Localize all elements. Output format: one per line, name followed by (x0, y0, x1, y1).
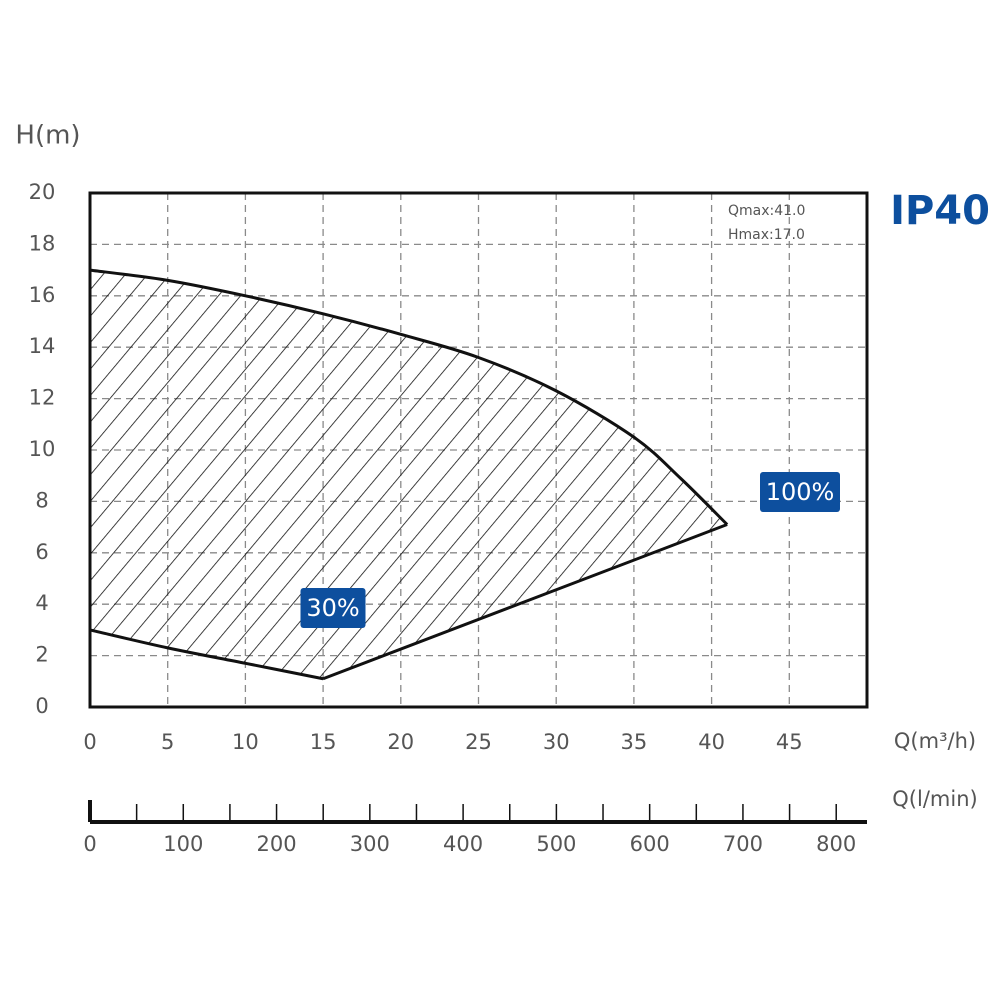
annotation: Qmax:41.0 (728, 203, 805, 219)
y-tick-label: 8 (35, 488, 48, 512)
x2-tick-label: 0 (83, 832, 96, 856)
x-tick-label: 0 (83, 730, 96, 754)
x-tick-label: 10 (232, 730, 259, 754)
curve (322, 523, 728, 681)
y-tick-label: 14 (29, 334, 56, 358)
x2-tick-label: 500 (536, 832, 576, 856)
x2-tick-label: 300 (350, 832, 390, 856)
y-tick-label: 6 (35, 540, 48, 564)
y-axis-label: H(m) (15, 121, 80, 151)
curve (89, 628, 324, 681)
x-tick-label: 5 (161, 730, 174, 754)
x2-tick-label: 600 (630, 832, 670, 856)
y-tick-label: 16 (29, 283, 56, 307)
x-axis-label: Q(m³/h) (894, 729, 976, 753)
y-tick-label: 12 (29, 386, 56, 410)
y-tick-label: 0 (35, 694, 48, 718)
operating-area (90, 270, 728, 679)
x2-tick-label: 200 (257, 832, 297, 856)
plot-frame (88, 191, 869, 709)
x-tick-label: 15 (310, 730, 337, 754)
legend-label: 30% (306, 594, 359, 622)
x2-tick-label: 400 (443, 832, 483, 856)
x-tick-label: 45 (776, 730, 803, 754)
annotation: Hmax:17.0 (728, 227, 805, 243)
legend-badge (760, 472, 840, 512)
x-tick-label: 20 (387, 730, 414, 754)
y-tick-label: 20 (29, 180, 56, 204)
y-tick-label: 18 (29, 231, 56, 255)
x2-axis-label: Q(l/min) (892, 787, 977, 811)
chart-title: IP40 (890, 188, 990, 234)
x2-tick-label: 700 (723, 832, 763, 856)
legend-badge (300, 588, 366, 628)
x2-tick-label: 100 (163, 832, 203, 856)
y-tick-label: 10 (29, 437, 56, 461)
x-tick-label: 30 (543, 730, 570, 754)
legend-label: 100% (766, 478, 835, 506)
x-tick-label: 40 (698, 730, 725, 754)
x2-tick-label: 800 (816, 832, 856, 856)
curve (89, 268, 729, 526)
x-tick-label: 25 (465, 730, 492, 754)
y-tick-label: 2 (35, 643, 48, 667)
plot-layer (89, 192, 867, 708)
y-tick-label: 4 (35, 591, 48, 615)
x-tick-label: 35 (621, 730, 648, 754)
